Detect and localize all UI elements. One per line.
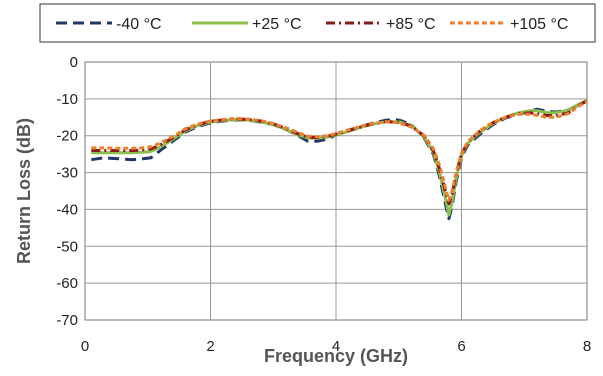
- series-1-legend-label: -40 °C: [116, 16, 162, 33]
- y-tick-label: -10: [56, 91, 78, 108]
- x-tick-label: 0: [81, 338, 89, 355]
- legend: -40 °C +25 °C +85 °C +105 °C: [56, 16, 568, 33]
- y-tick-label: -70: [56, 312, 78, 329]
- x-tick-label: 6: [457, 338, 465, 355]
- series-2-legend-label: +25 °C: [252, 16, 302, 33]
- x-tick-label: 4: [332, 338, 340, 355]
- series-3-legend-label: +85 °C: [386, 16, 436, 33]
- y-tick-label: -60: [56, 275, 78, 292]
- series-lines: [91, 98, 588, 221]
- x-axis-title: Frequency (GHz): [264, 346, 408, 366]
- tick-labels: 0 2 4 6 8 0 -10 -20 -30 -40 -50 -60 -70: [56, 54, 591, 355]
- y-tick-label: -30: [56, 165, 78, 182]
- series-4-legend-label: +105 °C: [510, 16, 568, 33]
- y-tick-label: -40: [56, 201, 78, 218]
- y-tick-label: -20: [56, 128, 78, 145]
- x-tick-label: 8: [583, 338, 591, 355]
- y-tick-label: 0: [70, 54, 78, 71]
- y-axis-title: Return Loss (dB): [14, 118, 34, 264]
- x-tick-label: 2: [206, 338, 214, 355]
- y-tick-label: -50: [56, 238, 78, 255]
- series-4-line: [91, 99, 588, 202]
